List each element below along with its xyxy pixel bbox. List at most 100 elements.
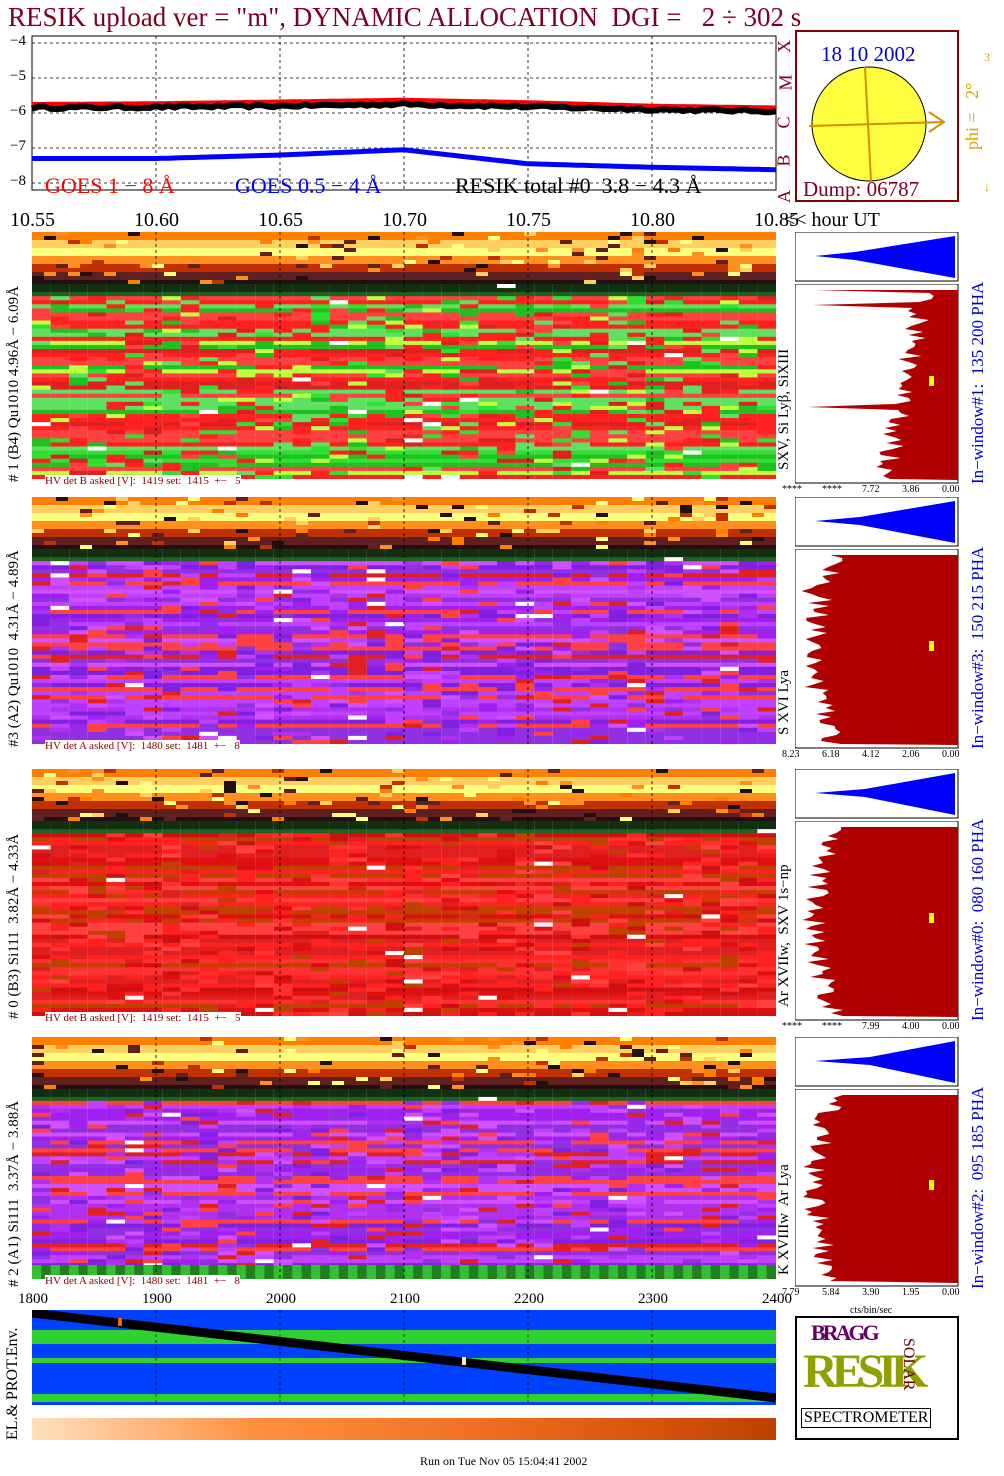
pha-tick-label: 6.18 [822,749,840,760]
phi-tick-bottom: ↓ [984,180,990,194]
page-title: RESIK upload ver = "m", DYNAMIC ALLOCATI… [8,2,802,32]
phi-label: phi = 2° [962,82,982,150]
pha-tick-label: 0.00 [942,749,960,760]
channel-label: # 1 (B4) Qu1010 4.96Å − 6.09Å [6,286,22,482]
in-window-label: In−window#0: 080 160 PHA [968,818,987,1021]
pha-tick-label: 3.90 [862,1287,880,1298]
pha-tick-label: **** [822,484,842,495]
channel-heatmap [32,284,776,479]
pha-tick-label: 0.00 [942,1021,960,1032]
x-tick-label: 10.60 [134,209,179,231]
bottom-x-tick-label: 1800 [18,1291,48,1307]
hv-label: HV det B asked [V]: 1419 set: 1415 +− 5 [45,475,241,487]
environment-chart [32,1310,776,1405]
logo-bottom: SPECTROMETER [801,1408,932,1428]
channel-heatmap [32,549,776,744]
resik-logo: BRAGG RESIK SOLAR SPECTROMETER [795,1316,959,1440]
x-tick-label: 10.65 [258,209,303,231]
in-window-label: In−window#2: 095 185 PHA [968,1086,987,1289]
legend-goes-long: GOES 1 − 8 Å [45,173,175,198]
blue-histogram [795,769,959,819]
blue-histogram [795,232,959,282]
logo-top: BRAGG [811,1320,880,1345]
channel-header-strip [32,497,776,549]
bottom-x-tick-label: 2000 [266,1291,296,1307]
channel-label: # 0 (B3) Si111 3.82Å − 4.33Å [6,833,22,1019]
logo-main: RESIK [803,1345,928,1398]
phi-tick-top: 3 [984,50,990,64]
bottom-x-tick-label: 2200 [514,1291,544,1307]
channel-heatmap [32,821,776,1016]
pha-tick-label: 7.99 [862,1021,880,1032]
hv-label: HV det A asked [V]: 1480 set: 1481 +− 8 [45,1275,240,1287]
blue-histogram [795,497,959,547]
spectral-lines-label: SXV, Si Lyβ, SiXIII [776,348,792,470]
pha-tick-label: 5.84 [822,1287,840,1298]
in-window-label: In−window#1: 135 200 PHA [968,281,987,484]
channel-header-strip [32,769,776,821]
in-window-label: In−window#3: 150 215 PHA [968,546,987,749]
channel-heatmap [32,1089,776,1279]
x-tick-label: 10.55 [10,209,55,231]
pha-tick-label: 0.00 [942,1287,960,1298]
pha-tick-label: 4.12 [862,749,880,760]
x-tick-label: 10.75 [506,209,551,231]
footer-run-time: Run on Tue Nov 05 15:04:41 2002 [420,1454,588,1468]
class-letter: M [775,74,796,91]
series-line-2 [31,99,777,116]
pha-histogram [795,549,959,749]
pha-tick-label: 1.95 [902,1287,920,1298]
class-letter: C [773,116,794,129]
bottom-x-tick-label: 1900 [142,1291,172,1307]
channel-header-strip [32,232,776,284]
x-unit-label: << hour UT [784,209,880,231]
x-tick-label: 10.70 [382,209,427,231]
pha-histogram [795,821,959,1021]
hv-label: HV det A asked [V]: 1480 set: 1481 +− 8 [45,740,240,752]
pha-tick-label: **** [782,484,802,495]
pha-histogram [795,284,959,484]
lightcurve-chart [31,35,777,191]
env-label: EL.& PROT.Env. [4,1327,21,1440]
lightcurve-panel: GOES 1 − 8 Å GOES 0.5 − 4 Å RESIK total … [0,30,780,230]
pha-tick-label: **** [822,1021,842,1032]
pha-axis-label: cts/bin/sec [850,1305,893,1316]
legend-resik-total: RESIK total #0 3.8 − 4.3 Å [455,173,702,198]
channel-header-strip [32,1037,776,1089]
bottom-x-tick-label: 2300 [638,1291,668,1307]
spectral-lines-label: K XVIIIw Ar Lya [776,1164,792,1275]
class-letter: B [773,154,794,167]
sun-date: 18 10 2002 [821,42,916,66]
pha-tick-label: 7.79 [782,1287,800,1298]
sun-panel: 18 10 2002 Dump: 06787 [795,30,959,202]
y-tick-label: −5 [10,68,26,84]
series-line-1 [32,147,777,173]
blue-histogram [795,1037,959,1087]
hv-label: HV det B asked [V]: 1419 set: 1415 +− 5 [45,1012,241,1024]
y-tick-label: −6 [10,103,26,119]
pha-tick-label: 7.72 [862,484,880,495]
dump-number: Dump: 06787 [803,177,920,201]
class-letter: A [774,190,794,203]
class-letter: X [774,40,794,53]
pha-tick-label: 3.86 [902,484,920,495]
sun-disk [808,66,946,182]
legend-goes-short: GOES 0.5 − 4 Å [235,173,382,198]
y-tick-label: −8 [10,173,26,189]
pha-histogram [795,1089,959,1287]
spectral-lines-label: Ar XVIIw, SXV 1s−np [776,864,792,1007]
spectral-lines-label: S XVI Lya [776,670,792,735]
pha-tick-label: 2.06 [902,749,920,760]
bottom-x-tick-label: 2100 [390,1291,420,1307]
pha-tick-label: 8.23 [782,749,800,760]
pha-tick-label: **** [782,1021,802,1032]
bottom-x-tick-label: 2400 [762,1291,792,1307]
x-tick-label: 10.80 [630,209,675,231]
y-tick-label: −7 [10,138,26,154]
x-tick-label: 10.85 [754,209,799,231]
y-tick-label: −4 [10,33,26,49]
pha-tick-label: 4.00 [902,1021,920,1032]
pha-tick-label: 0.00 [942,484,960,495]
env-strip [32,1418,776,1440]
channel-label: #3 (A2) Qu1010 4.31Å − 4.89Å [6,550,22,747]
